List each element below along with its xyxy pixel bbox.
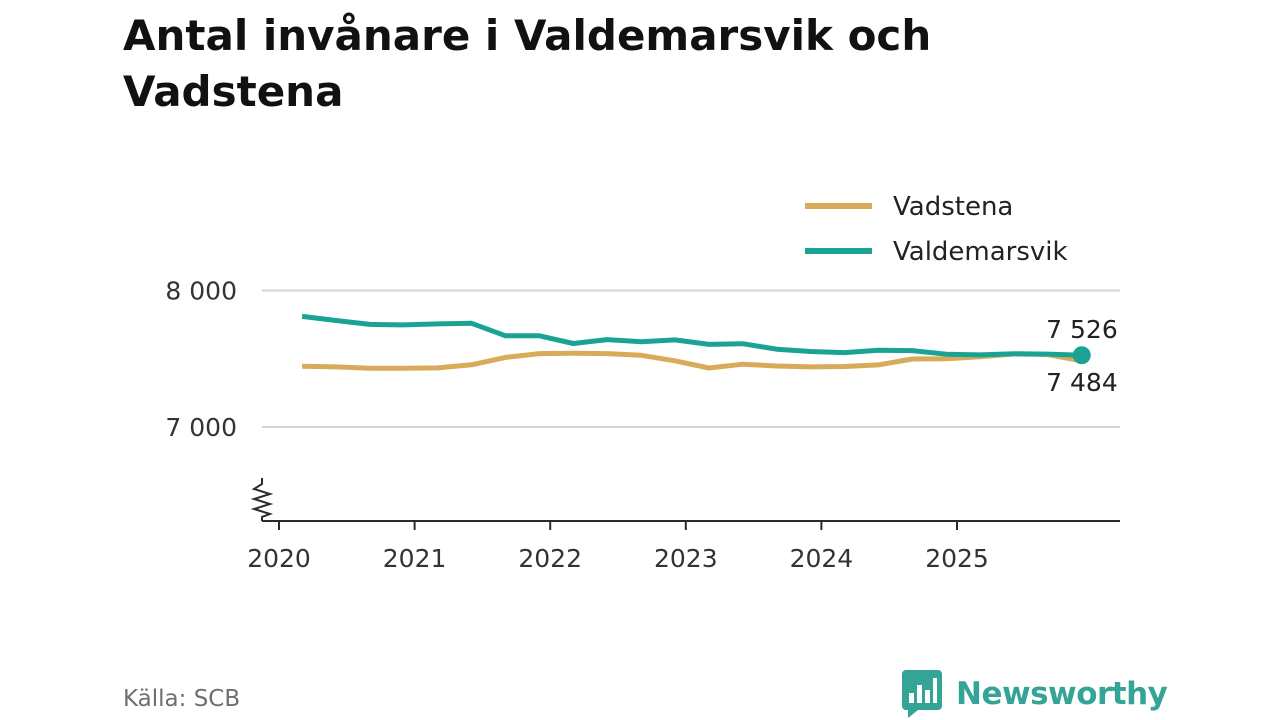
x-tick-label: 2023 xyxy=(654,544,718,573)
brand-name: Newsworthy xyxy=(956,676,1168,712)
newsworthy-logo-icon xyxy=(902,670,942,718)
end-labels: 7 526 7 484 xyxy=(1046,315,1118,397)
legend-label-valdemarsvik: Valdemarsvik xyxy=(893,237,1068,267)
series-lines xyxy=(301,313,1091,371)
chart-title: Antal invånare i Valdemarsvik och Vadste… xyxy=(123,11,932,116)
brand-logo: Newsworthy xyxy=(902,670,1168,718)
legend-label-vadstena: Vadstena xyxy=(893,192,1013,222)
source-note: Källa: SCB xyxy=(123,686,241,712)
legend: Vadstena Valdemarsvik xyxy=(805,192,1068,267)
x-axis: 2020 2021 2022 2023 2024 2025 xyxy=(247,478,1120,573)
x-tick-label: 2022 xyxy=(518,544,582,573)
x-tick-label: 2020 xyxy=(247,544,311,573)
axis-break-icon xyxy=(250,478,274,521)
end-point-valdemarsvik xyxy=(1072,346,1091,365)
end-label-vadstena: 7 484 xyxy=(1046,368,1118,397)
x-tick-label: 2025 xyxy=(925,544,989,573)
gridlines xyxy=(262,289,1120,428)
y-tick-label: 7 000 xyxy=(165,413,237,442)
x-tick-label: 2024 xyxy=(790,544,854,573)
y-axis-ticks: 7 000 8 000 xyxy=(165,277,237,443)
x-tick-label: 2021 xyxy=(383,544,447,573)
end-label-valdemarsvik: 7 526 xyxy=(1046,315,1118,344)
y-tick-label: 8 000 xyxy=(165,277,237,306)
series-line-valdemarsvik xyxy=(301,313,1082,358)
series-line-vadstena xyxy=(302,350,1083,371)
